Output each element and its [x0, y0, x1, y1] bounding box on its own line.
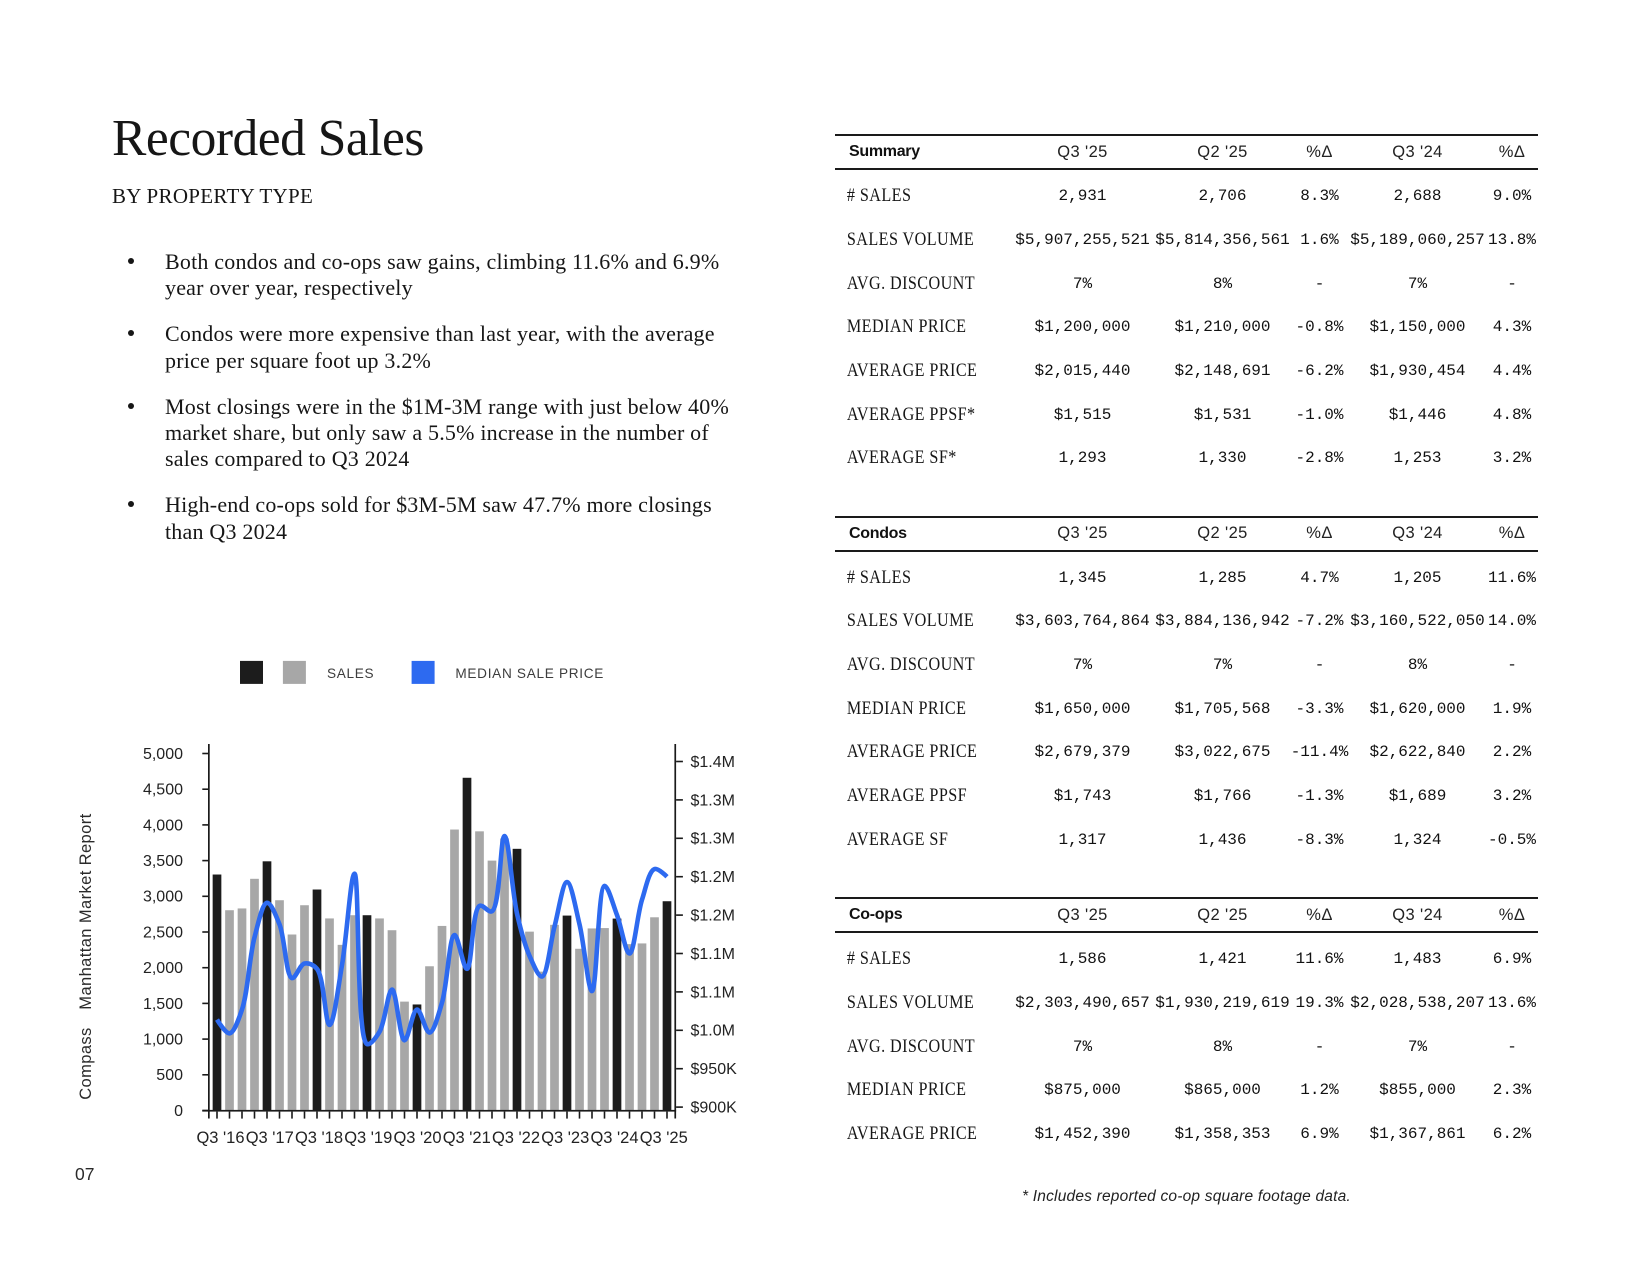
svg-text:5,000: 5,000	[143, 746, 183, 763]
svg-text:Q3 '23: Q3 '23	[541, 1129, 589, 1147]
svg-text:$1.2M: $1.2M	[691, 908, 735, 925]
svg-text:3,000: 3,000	[143, 889, 183, 906]
svg-text:$900K: $900K	[691, 1100, 738, 1117]
svg-text:500: 500	[156, 1067, 183, 1084]
svg-text:Q3 '16: Q3 '16	[196, 1129, 244, 1147]
svg-text:$1.1M: $1.1M	[691, 946, 735, 963]
svg-text:$1.3M: $1.3M	[691, 831, 735, 848]
svg-text:Q3 '25: Q3 '25	[640, 1129, 688, 1147]
svg-text:2,000: 2,000	[143, 960, 183, 977]
svg-text:4,500: 4,500	[143, 782, 183, 799]
svg-text:SALES: SALES	[327, 666, 374, 681]
svg-text:$1.3M: $1.3M	[691, 792, 735, 809]
svg-text:1,500: 1,500	[143, 996, 183, 1013]
svg-text:$1.2M: $1.2M	[691, 869, 735, 886]
svg-text:Q3 '17: Q3 '17	[246, 1129, 294, 1147]
svg-text:Compass: Compass	[77, 1027, 95, 1100]
svg-text:0: 0	[174, 1103, 183, 1120]
svg-text:Manhattan Market Report: Manhattan Market Report	[77, 813, 95, 1009]
svg-text:4,000: 4,000	[143, 817, 183, 834]
svg-text:$1.4M: $1.4M	[691, 754, 735, 771]
svg-text:Q3 '24: Q3 '24	[590, 1129, 638, 1147]
svg-text:1,000: 1,000	[143, 1032, 183, 1049]
svg-text:$1.0M: $1.0M	[691, 1023, 735, 1040]
svg-text:Q3 '21: Q3 '21	[443, 1129, 491, 1147]
svg-text:2,500: 2,500	[143, 924, 183, 941]
svg-text:3,500: 3,500	[143, 853, 183, 870]
svg-text:Q3 '22: Q3 '22	[492, 1129, 540, 1147]
svg-text:Q3 '19: Q3 '19	[344, 1129, 392, 1147]
svg-text:$1.1M: $1.1M	[691, 984, 735, 1001]
svg-text:MEDIAN SALE PRICE: MEDIAN SALE PRICE	[455, 666, 604, 681]
svg-text:$950K: $950K	[691, 1061, 738, 1078]
svg-text:Q3 '18: Q3 '18	[295, 1129, 343, 1147]
svg-text:Q3 '20: Q3 '20	[393, 1129, 441, 1147]
